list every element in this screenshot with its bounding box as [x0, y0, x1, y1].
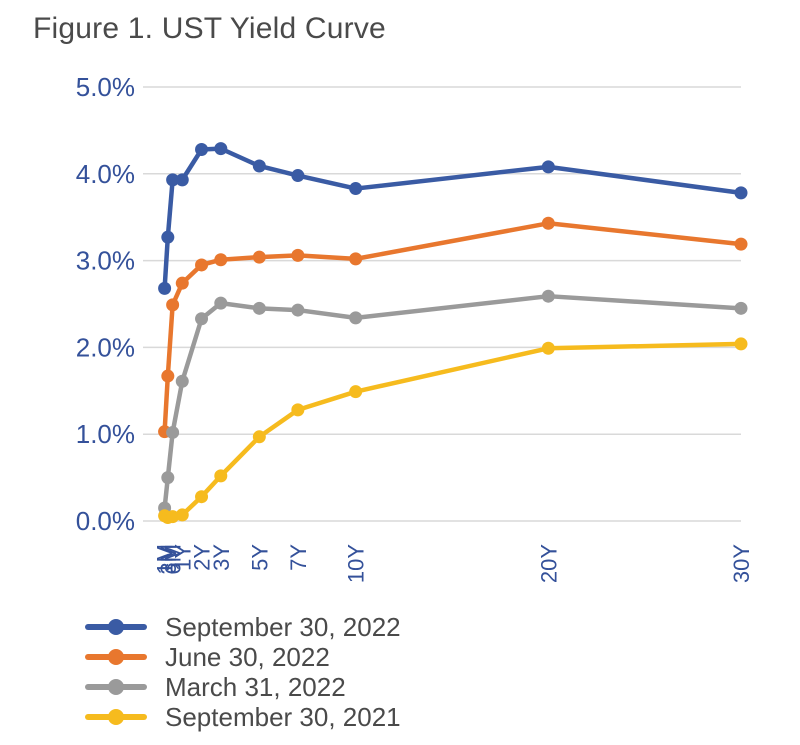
data-point — [349, 252, 363, 266]
data-point — [291, 303, 305, 317]
legend-swatch — [85, 679, 147, 695]
data-point — [349, 311, 363, 325]
data-point — [214, 469, 228, 483]
x-tick-label: 1M — [153, 544, 178, 575]
data-point — [252, 430, 266, 444]
data-point — [175, 173, 189, 187]
legend-label: September 30, 2022 — [165, 611, 401, 642]
legend-item: March 31, 2022 — [85, 672, 401, 702]
series-line — [162, 146, 744, 291]
series-lines — [162, 146, 744, 520]
legend-swatch — [85, 619, 147, 635]
data-point — [734, 186, 748, 200]
x-tick-label: 6M — [161, 544, 186, 575]
legend-label: March 31, 2022 — [165, 671, 346, 702]
legend: September 30, 2022 June 30, 2022 March 3… — [85, 612, 401, 732]
data-point — [195, 142, 209, 156]
series-line — [162, 221, 744, 434]
x-tick-label: 2Y — [190, 544, 215, 571]
gridlines — [143, 86, 741, 522]
data-point — [541, 216, 555, 230]
data-point — [214, 142, 228, 156]
x-tick-label: 3M — [156, 544, 181, 575]
legend-swatch — [85, 709, 147, 725]
y-tick-label: 5.0% — [76, 72, 135, 102]
data-point — [252, 250, 266, 264]
data-point — [161, 369, 175, 383]
legend-marker — [108, 619, 124, 635]
legend-item: September 30, 2021 — [85, 702, 401, 732]
y-tick-label: 3.0% — [76, 246, 135, 276]
data-point — [734, 337, 748, 351]
y-tick-label: 2.0% — [76, 332, 135, 362]
y-tick-label: 4.0% — [76, 159, 135, 189]
legend-swatch — [85, 649, 147, 665]
x-tick-label: 3Y — [209, 544, 234, 571]
data-point — [349, 182, 363, 196]
legend-marker — [108, 679, 124, 695]
legend-item: September 30, 2022 — [85, 612, 401, 642]
data-point — [291, 169, 305, 183]
chart-title: Figure 1. UST Yield Curve — [33, 12, 386, 45]
data-point — [214, 296, 228, 310]
x-tick-label: 10Y — [344, 544, 369, 583]
data-point — [541, 160, 555, 174]
data-point — [175, 508, 189, 522]
legend-item: June 30, 2022 — [85, 642, 401, 672]
x-tick-label: 7Y — [286, 544, 311, 571]
legend-label: September 30, 2021 — [165, 701, 401, 732]
data-point — [166, 510, 180, 524]
data-point — [166, 425, 180, 439]
data-point — [175, 374, 189, 388]
series-line — [162, 293, 744, 511]
x-tick-label: 30Y — [729, 544, 754, 583]
data-point — [161, 471, 175, 485]
series-points — [158, 142, 748, 525]
data-point — [166, 298, 180, 312]
data-point — [195, 258, 209, 272]
series-line — [162, 341, 744, 520]
legend-marker — [108, 649, 124, 665]
data-point — [541, 289, 555, 303]
legend-label: June 30, 2022 — [165, 641, 330, 672]
data-point — [175, 276, 189, 290]
x-tick-label: 20Y — [536, 544, 561, 583]
data-point — [252, 159, 266, 173]
data-point — [195, 490, 209, 504]
data-point — [166, 173, 180, 187]
y-tick-label: 0.0% — [76, 506, 135, 536]
data-point — [541, 341, 555, 355]
data-point — [349, 385, 363, 399]
y-tick-label: 1.0% — [76, 419, 135, 449]
data-point — [161, 230, 175, 244]
y-axis-ticks: 0.0% 1.0% 2.0% 3.0% 4.0% 5.0% — [76, 72, 135, 536]
data-point — [252, 301, 266, 315]
legend-marker — [108, 709, 124, 725]
data-point — [291, 248, 305, 262]
data-point — [214, 253, 228, 267]
data-point — [291, 403, 305, 417]
data-point — [734, 301, 748, 315]
data-point — [734, 237, 748, 251]
x-tick-label: 1Y — [170, 544, 195, 571]
data-point — [158, 281, 172, 295]
x-tick-label: 5Y — [247, 544, 272, 571]
data-point — [195, 312, 209, 326]
